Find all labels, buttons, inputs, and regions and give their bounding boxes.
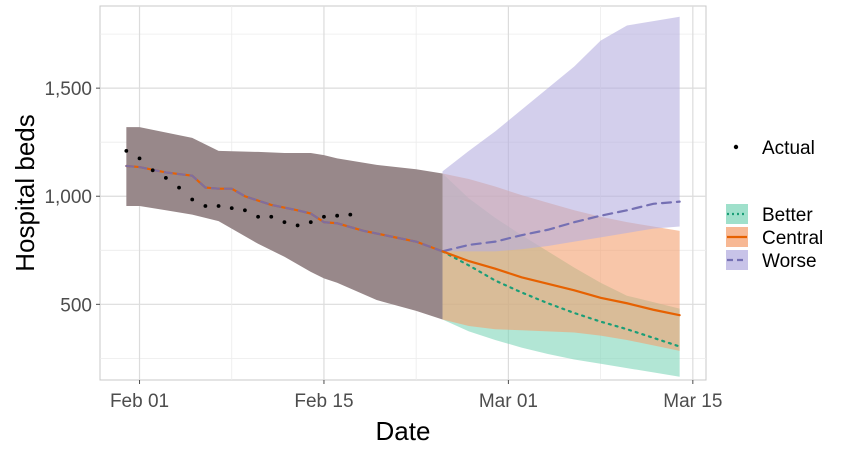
actual-point [150,168,155,173]
uncertainty-bands [126,16,680,377]
actual-point [243,208,247,213]
worse-line [441,200,681,253]
legend-item-worse: Worse [726,250,817,272]
legend-label-worse: Worse [762,251,817,272]
legend-item-actual: Actual [733,138,815,159]
y-axis-title: Hospital beds [10,114,40,272]
actual-point [282,220,287,225]
legend-item-central: Central [726,227,823,249]
actual-point [348,212,353,217]
actual-point [256,214,260,219]
actual-point [190,197,195,202]
y-tick-label: 500 [60,295,92,316]
worse-band [442,16,680,252]
x-axis-title: Date [376,416,431,446]
shared-line-overlay [125,164,444,253]
actual-point [335,213,340,218]
actual-point [177,185,181,190]
actual-point [308,220,313,225]
x-tick-label: Mar 01 [479,391,538,412]
legend-key-actual [733,144,739,150]
actual-point [216,204,221,208]
actual-point [137,156,142,161]
actual-points [124,148,353,228]
y-axis-ticks: 500 1,000 1,500 [44,79,100,316]
actual-point [203,204,208,208]
x-axis-ticks: Feb 01 Feb 15 Mar 01 Mar 15 [110,380,722,412]
actual-point [269,214,274,219]
y-tick-label: 1,000 [44,187,92,208]
legend-label-actual: Actual [762,138,815,159]
actual-point [229,206,234,211]
x-tick-label: Feb 15 [294,391,353,412]
better-line [441,250,681,348]
legend-label-better: Better [762,205,813,226]
actual-point [124,148,129,153]
legend-item-better: Better [726,204,813,226]
y-tick-label: 1,500 [44,79,92,100]
x-tick-label: Feb 01 [110,391,169,412]
central-line [441,250,681,317]
projection-lines [125,164,681,348]
x-tick-label: Mar 15 [663,391,722,412]
actual-point [295,223,300,228]
actual-point [163,175,168,180]
legend-label-central: Central [762,228,823,249]
actual-point [322,214,326,219]
